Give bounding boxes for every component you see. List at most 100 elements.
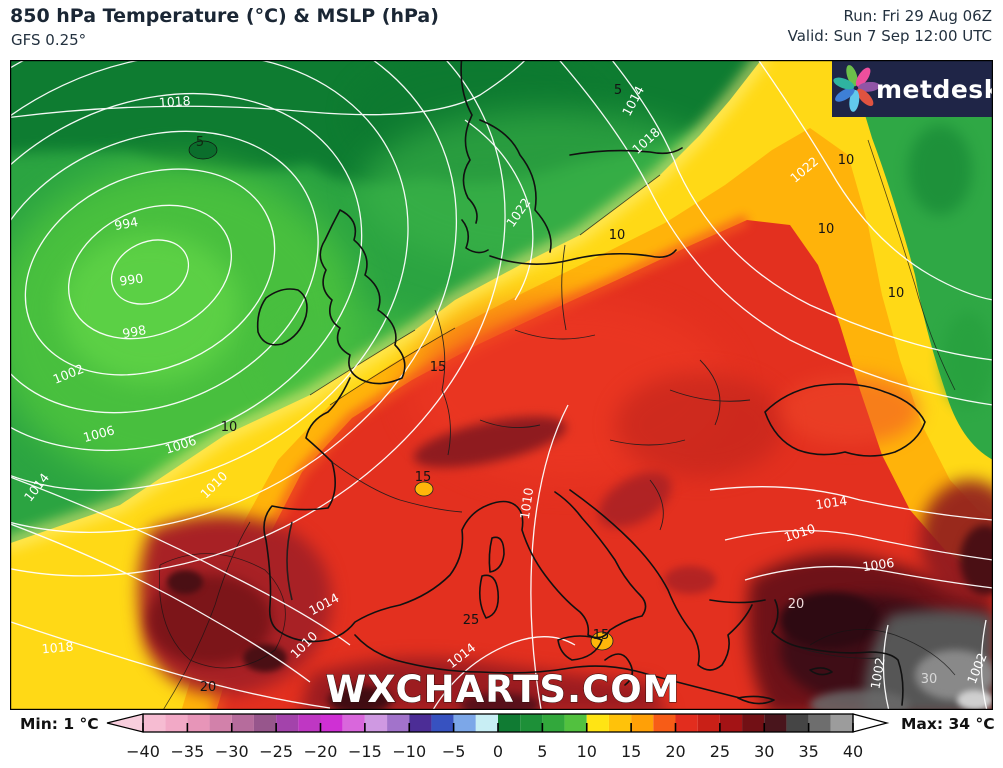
colorbar-tick-label: −10 [392,742,426,761]
metdesk-pinwheel-icon [833,65,880,112]
temperature-value-label: 15 [593,628,610,643]
logo-petal [849,89,860,112]
model-label: GFS 0.25° [11,31,87,49]
min-temp-label: Min: 1 °C [20,715,99,733]
colorbar-segment [764,714,787,732]
coastlines [256,60,926,706]
colorbar-segment [276,714,299,732]
temperature-value-label: 15 [415,470,432,485]
colorbar-segment [431,714,454,732]
colorbar-tick-label: 15 [621,742,641,761]
colorbar-segment [143,714,166,732]
colorbar-scale: −40 −35 −30 −25 −20 −15 −10 −5 0 5 10 15 20 25 30 35 40 [106,713,890,761]
colorbar-left-arrow [106,713,144,733]
colorbar-segment [387,714,410,732]
page-title: 850 hPa Temperature (°C) & MSLP (hPa) [10,5,439,27]
colorbar-tick-label: 25 [710,742,730,761]
colorbar-segment [187,714,210,732]
temperature-value-label: 10 [818,222,835,237]
isobar-value-label: 1014 [815,493,849,512]
colorbar-segment [564,714,587,732]
isobars [10,60,993,710]
isobar-value-label: 1010 [517,487,536,521]
temperature-value-label: 25 [463,613,480,628]
colorbar-segment [253,714,277,732]
isobar-value-label: 1018 [158,93,191,110]
colorbar-segment [830,714,853,732]
colorbar-segment [697,714,720,732]
colorbar-segment [342,714,365,732]
map-frame [10,60,993,710]
colorbar-segment [653,714,676,732]
max-temp-label: Max: 34 °C [901,715,995,733]
colorbar-segment [586,714,609,732]
colorbar-right-arrow [852,713,890,733]
colorbar-segment [742,714,765,732]
isobar-value-label: 994 [113,214,139,233]
temperature-value-label: 10 [838,153,855,168]
metdesk-logo-text: metdesk [876,75,993,104]
colorbar-segment [165,714,188,732]
weather-map: 1018 994 990 998 1002 1006 1014 1006 1010 1018 101… [10,60,993,710]
valid-time-label: Valid: Sun 7 Sep 12:00 UTC [787,27,992,45]
colorbar-tick-label: 30 [754,742,774,761]
map-canvas: 1018994990998100210061014100610101018101… [10,60,993,710]
logo-petal [833,77,855,90]
colorbar-tick-label: 0 [493,742,503,761]
temperature-colorbar: Min: 1 °C −40 −35 −30 −25 −20 −15 −10 −5 0 5 10 15 2… [20,713,995,761]
colorbar-tick-label: 5 [537,742,547,761]
colorbar-tick-label: −25 [259,742,293,761]
colorbar-tick-label: 35 [798,742,818,761]
temperature-value-label: 10 [888,286,905,301]
colorbar-segment [631,714,654,732]
logo-petal [857,81,880,92]
colorbar-segment [542,714,565,732]
wxcharts-watermark: WXCHARTS.COM [326,668,681,710]
colorbar-segment [453,714,476,732]
isobar-value-label: 1006 [862,555,896,574]
colorbar-tick-label: −35 [170,742,204,761]
colorbar-tick-label: −20 [304,742,338,761]
temperature-contours [159,139,956,710]
colorbar-tick-label: 10 [577,742,597,761]
logo-petal [856,88,874,106]
logo-petal [855,67,871,87]
logo-petal [835,87,855,102]
colorbar-tick-label: −40 [126,742,160,761]
colorbar-segment [608,714,632,732]
colorbar-segment [320,714,343,732]
colorbar-segment [209,714,232,732]
colorbar-segment [231,714,254,732]
colorbar-segment [298,714,321,732]
colorbar-tick-label: 40 [843,742,863,761]
run-time-label: Run: Fri 29 Aug 06Z [843,7,993,25]
temperature-value-label: 30 [921,672,938,687]
colorbar-segment [364,714,388,732]
isobar-value-label: 1002 [867,656,887,690]
temperature-value-label: 20 [200,680,217,695]
country-borders [286,244,881,659]
colorbar-segment [675,714,698,732]
colorbar-tick-label: −30 [215,742,249,761]
colorbar-segment [498,714,521,732]
colorbar-segment [786,714,809,732]
colorbar-segment [475,714,498,732]
isobar-value-label: 998 [121,322,147,341]
colorbar-segment [520,714,543,732]
metdesk-logo: metdesk [832,60,993,117]
colorbar-segment [808,714,831,732]
colorbar-tick-label: 20 [665,742,685,761]
colorbar-tick-label: −5 [442,742,466,761]
temperature-value-label: 5 [196,135,204,150]
temperature-value-label: 20 [788,597,805,612]
isobar-value-label: 1018 [41,639,74,657]
isobar-value-label: 990 [119,270,145,288]
colorbar-tick-label: −15 [348,742,382,761]
temperature-value-label: 5 [614,83,622,98]
colorbar-segment [719,714,743,732]
colorbar-segment [409,714,432,732]
temperature-value-label: 15 [430,360,447,375]
temperature-value-label: 10 [609,228,626,243]
